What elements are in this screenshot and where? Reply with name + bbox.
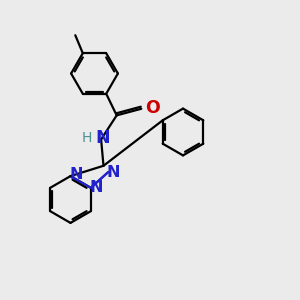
Text: N: N — [69, 167, 83, 182]
Text: N: N — [95, 130, 110, 148]
Text: O: O — [146, 100, 160, 118]
Text: N: N — [89, 180, 103, 195]
Text: N: N — [107, 165, 120, 180]
Text: H: H — [82, 131, 92, 146]
